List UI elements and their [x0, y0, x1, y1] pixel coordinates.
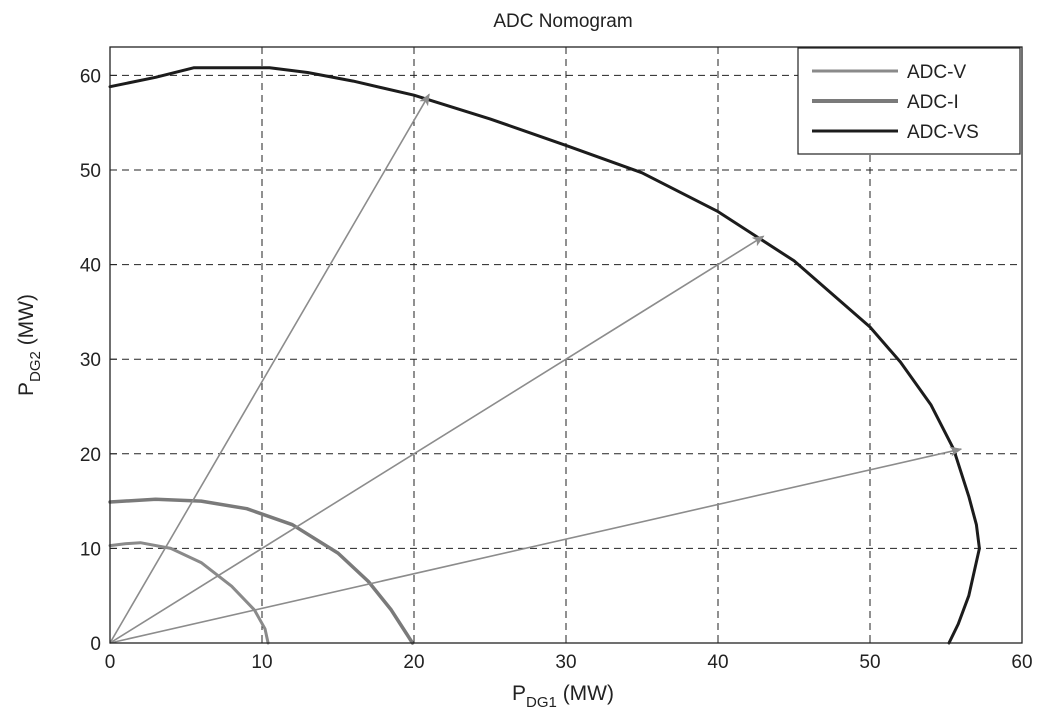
x-tick-label: 0	[105, 652, 116, 673]
x-tick-label: 20	[403, 652, 424, 673]
y-tick-label: 30	[80, 350, 101, 371]
x-tick-label: 40	[707, 652, 728, 673]
x-tick-label: 50	[859, 652, 880, 673]
direction-arrow-3	[109, 446, 963, 644]
x-axis-label: PDG1 (MW)	[512, 682, 614, 711]
y-tick-label: 60	[80, 66, 101, 87]
y-tick-label: 40	[80, 256, 101, 277]
y-axis-label-sub: DG2	[27, 351, 44, 382]
x-tick-label: 60	[1011, 652, 1032, 673]
y-axis-label-unit: (MW)	[15, 294, 38, 351]
direction-arrow-2	[109, 235, 765, 644]
x-axis-label-unit: (MW)	[557, 682, 614, 705]
x-tick-label: 10	[251, 652, 272, 673]
direction-arrow-1	[109, 93, 430, 644]
y-tick-label: 10	[80, 539, 101, 560]
x-axis-label-base: P	[512, 682, 526, 705]
y-axis-label-base: P	[15, 382, 38, 396]
series-lines	[108, 66, 981, 645]
y-tick-label: 20	[80, 445, 101, 466]
chart-title: ADC Nomogram	[493, 11, 632, 32]
series-line-adc-v	[108, 541, 270, 645]
direction-arrows	[109, 93, 963, 644]
legend-label-adc-vs: ADC-VS	[907, 122, 979, 143]
y-tick-label: 0	[90, 634, 101, 655]
y-tick-label: 50	[80, 161, 101, 182]
series-line-adc-i	[108, 497, 415, 645]
series-line-adc-vs	[108, 66, 981, 645]
legend-label-adc-i: ADC-I	[907, 92, 959, 113]
axis-ticks: 0 10 20 30 40 50 60 0 10 20 30 40 50 60	[80, 66, 1033, 673]
legend: ADC-V ADC-I ADC-VS	[797, 47, 1021, 155]
x-tick-label: 30	[555, 652, 576, 673]
grid	[110, 47, 1022, 643]
legend-label-adc-v: ADC-V	[907, 62, 966, 83]
x-axis-label-sub: DG1	[526, 694, 557, 711]
y-axis-label: PDG2 (MW)	[15, 294, 44, 396]
